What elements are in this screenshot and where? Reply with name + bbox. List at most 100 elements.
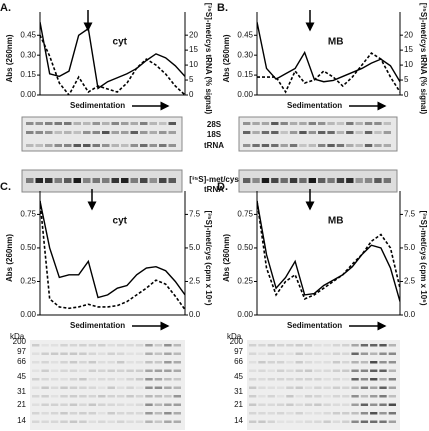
gel-band xyxy=(145,386,153,389)
gel-band xyxy=(126,386,134,389)
kda-title: kDa xyxy=(10,332,25,341)
gel-band xyxy=(50,403,59,406)
gel-band xyxy=(73,144,81,147)
y2-tick-label: 5 xyxy=(189,75,194,84)
gel-band xyxy=(130,178,138,183)
gel-band xyxy=(154,378,163,381)
gel-band xyxy=(351,420,359,423)
y-tick-label: 0.75 xyxy=(237,210,253,219)
gel-band xyxy=(130,144,138,147)
gel-band xyxy=(154,420,163,423)
gel-band xyxy=(332,386,341,389)
gel-band xyxy=(41,344,49,347)
gel-band xyxy=(286,386,294,389)
annotation: MB xyxy=(328,37,344,48)
gel-band xyxy=(111,178,119,183)
gel-band xyxy=(41,412,49,415)
gel-band xyxy=(121,122,129,125)
gel-band xyxy=(299,122,307,125)
gel-band xyxy=(351,403,359,406)
gel-band xyxy=(50,352,59,355)
gel-band xyxy=(332,378,341,381)
annotation: MB xyxy=(328,216,344,227)
gel-band xyxy=(276,344,285,347)
gel-band xyxy=(145,361,153,364)
gel-band xyxy=(32,420,40,423)
gel-band xyxy=(60,344,68,347)
gel-band xyxy=(88,386,97,389)
gel-band xyxy=(355,144,363,147)
y-tick-label: 0.30 xyxy=(20,50,36,59)
gel-band xyxy=(267,344,275,347)
kda-label: 31 xyxy=(234,387,243,396)
gel-band xyxy=(289,131,298,134)
gel-band xyxy=(267,378,275,381)
gel-image xyxy=(21,169,183,193)
gel-band xyxy=(69,352,78,355)
gel-band xyxy=(154,369,163,372)
gel-band xyxy=(342,369,350,372)
gel-band xyxy=(126,420,134,423)
gel-band xyxy=(276,369,285,372)
gel-band xyxy=(111,131,119,134)
gel-band xyxy=(79,352,87,355)
gel-band xyxy=(280,131,288,134)
gel-band xyxy=(88,420,97,423)
gel-band xyxy=(276,352,285,355)
y-tick-label: 0.50 xyxy=(237,243,253,252)
gel-band xyxy=(126,412,134,415)
gel-image xyxy=(247,340,400,430)
y2-tick-label: 2.5 xyxy=(189,277,201,286)
gel-band xyxy=(379,378,387,381)
gel-band xyxy=(243,131,251,134)
gel-band xyxy=(364,122,373,125)
gel-band xyxy=(102,122,110,125)
series-line xyxy=(40,200,185,299)
gel-band xyxy=(50,386,59,389)
gel-band xyxy=(280,178,288,183)
gel-band xyxy=(379,386,387,389)
gel-band xyxy=(304,352,313,355)
gel-band xyxy=(299,131,307,134)
gel-label: [³⁵S]-met/cys xyxy=(189,175,239,184)
gel-band xyxy=(173,395,181,398)
gel-band xyxy=(116,420,125,423)
gel-band xyxy=(50,369,59,372)
y2-tick-label: 20 xyxy=(189,30,198,39)
gel-band xyxy=(374,178,382,183)
y2-tick-label: 5.0 xyxy=(404,243,416,252)
gel-band xyxy=(370,412,378,415)
gel-band xyxy=(258,395,266,398)
gel-band xyxy=(327,144,335,147)
y-tick-label: 0.00 xyxy=(20,310,36,319)
gel-band xyxy=(64,144,72,147)
y-tick-label: 0.75 xyxy=(20,210,36,219)
gel-band xyxy=(332,420,341,423)
gel-band xyxy=(73,122,81,125)
gel-band xyxy=(258,412,266,415)
gel-band xyxy=(280,122,288,125)
gel-band xyxy=(323,361,331,364)
gel-band xyxy=(102,144,110,147)
gel-band xyxy=(271,122,279,125)
gel-band xyxy=(249,420,257,423)
gel-band xyxy=(383,131,391,134)
gel-band xyxy=(45,131,53,134)
gel-band xyxy=(41,420,49,423)
gel-band xyxy=(126,344,134,347)
annotation: cyt xyxy=(113,37,128,48)
y2-tick-label: 15 xyxy=(189,45,198,54)
gel-band xyxy=(116,412,125,415)
gel-band xyxy=(388,386,396,389)
gel-band xyxy=(295,386,303,389)
y2-tick-label: 7.5 xyxy=(404,210,416,219)
gel-band xyxy=(79,369,87,372)
gel-band xyxy=(41,369,49,372)
kda-label: 45 xyxy=(17,372,26,381)
gel-band xyxy=(164,369,172,372)
gel-band xyxy=(289,144,298,147)
gel-band xyxy=(249,369,257,372)
y2-tick-label: 15 xyxy=(404,45,413,54)
gel-band xyxy=(258,378,266,381)
gel-band xyxy=(69,395,78,398)
